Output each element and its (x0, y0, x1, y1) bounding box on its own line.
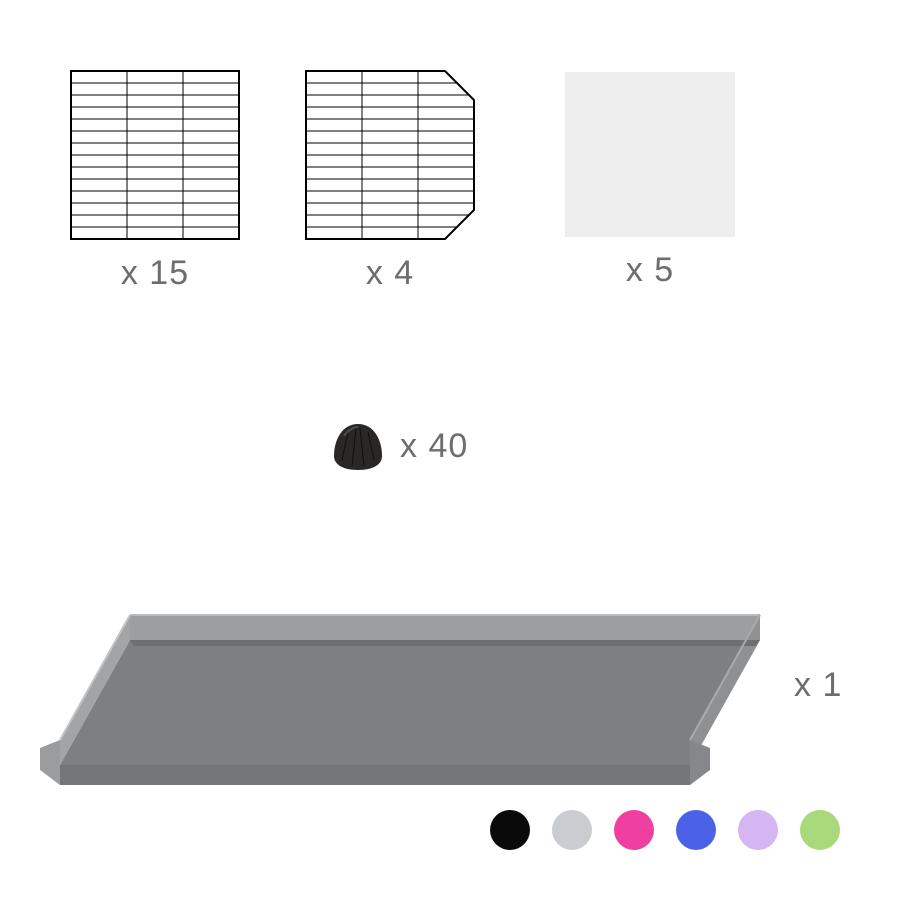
grid-corner-icon (305, 70, 475, 240)
qty-label: x 15 (121, 254, 189, 293)
swatch-blue[interactable] (676, 810, 716, 850)
clear-panel-icon (565, 72, 735, 237)
tray-icon (40, 570, 780, 800)
grid-icon (70, 70, 240, 240)
kit-item-clear-panel: x 5 (565, 72, 735, 290)
kit-item-grid-corner: x 4 (305, 70, 475, 293)
swatch-black[interactable] (490, 810, 530, 850)
swatch-lilac[interactable] (738, 810, 778, 850)
qty-label: x 5 (626, 251, 674, 290)
kit-item-grid: x 15 (70, 70, 240, 293)
kit-item-tray: x 1 (40, 570, 842, 800)
kit-item-connector: x 40 (330, 420, 468, 472)
swatch-grey[interactable] (552, 810, 592, 850)
swatch-pink[interactable] (614, 810, 654, 850)
qty-label: x 1 (794, 666, 842, 705)
color-swatch-row (490, 810, 840, 850)
qty-label: x 4 (366, 254, 414, 293)
qty-label: x 40 (400, 427, 468, 466)
connector-icon (330, 420, 386, 472)
swatch-green[interactable] (800, 810, 840, 850)
